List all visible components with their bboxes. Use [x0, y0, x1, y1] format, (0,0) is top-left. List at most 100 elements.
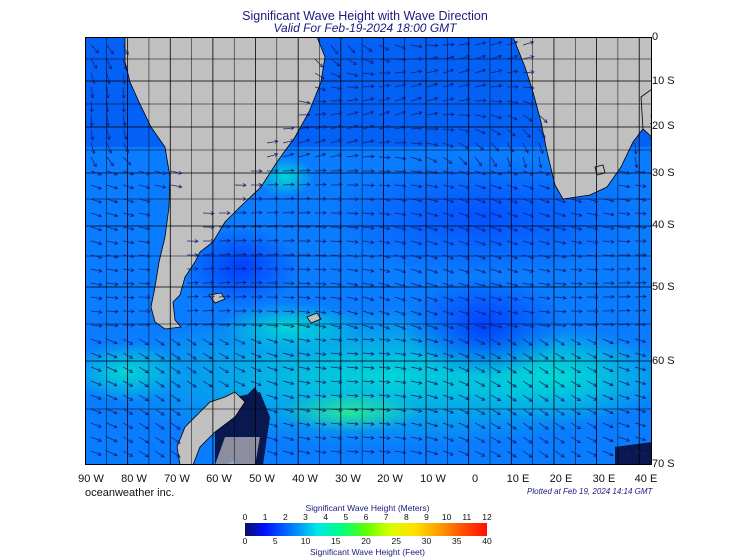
- wave-arrow: [506, 212, 519, 218]
- wave-arrow: [618, 253, 631, 258]
- wave-arrow: [346, 211, 359, 216]
- wave-arrow: [442, 226, 455, 232]
- wave-arrow: [634, 338, 647, 344]
- wave-arrow: [410, 156, 423, 162]
- wave-arrow: [522, 352, 533, 360]
- wave-arrow: [506, 240, 519, 246]
- wave-arrow: [506, 394, 517, 402]
- wave-arrow: [90, 422, 102, 428]
- wave-arrow: [618, 239, 631, 244]
- wave-arrow: [106, 170, 119, 176]
- wave-arrow: [538, 422, 549, 430]
- wave-arrow: [250, 266, 263, 271]
- wave-arrow: [330, 407, 343, 412]
- wave-arrow: [330, 379, 343, 384]
- wave-arrow: [538, 408, 549, 416]
- wave-arrow: [218, 280, 231, 285]
- wave-arrow: [378, 436, 391, 440]
- wave-arrow: [138, 226, 151, 231]
- wave-arrow: [506, 114, 518, 121]
- wave-arrow: [442, 380, 454, 386]
- wave-arrow: [298, 324, 311, 329]
- wave-arrow: [330, 168, 343, 173]
- wave-arrow: [314, 168, 327, 173]
- wave-arrow: [314, 72, 325, 80]
- wave-arrow: [458, 226, 471, 232]
- lon-label-70w: 70 W: [164, 473, 190, 485]
- wave-arrow: [170, 394, 181, 402]
- wave-arrow: [106, 44, 114, 55]
- wave-arrow: [346, 97, 359, 102]
- wave-arrow: [442, 268, 455, 274]
- meters-tick: 2: [282, 512, 288, 522]
- wave-arrow: [266, 366, 279, 372]
- wave-arrow: [362, 449, 375, 454]
- wave-arrow: [218, 308, 231, 313]
- wave-arrow: [202, 352, 213, 360]
- wave-arrow: [426, 82, 439, 88]
- wave-arrow: [346, 85, 359, 90]
- wave-arrow: [410, 450, 423, 455]
- wave-arrow: [154, 436, 165, 444]
- wave-arrow: [490, 54, 503, 60]
- wave-arrow: [458, 310, 471, 316]
- wave-arrow: [90, 380, 102, 386]
- wave-arrow: [121, 100, 126, 113]
- wave-arrow: [218, 238, 231, 243]
- wave-arrow: [234, 308, 247, 313]
- wave-arrow: [154, 380, 165, 388]
- wave-arrow: [346, 268, 359, 273]
- wave-arrow: [410, 436, 423, 441]
- wave-arrow: [426, 352, 439, 358]
- wave-arrow: [394, 83, 407, 88]
- wave-arrow: [458, 366, 470, 373]
- wave-arrow: [362, 296, 375, 302]
- wave-arrow: [394, 70, 407, 75]
- lon-label-40w: 40 W: [292, 473, 318, 485]
- wave-arrow: [618, 308, 631, 313]
- wave-arrow: [89, 100, 94, 113]
- wave-arrow: [554, 352, 565, 360]
- wave-arrow: [378, 254, 391, 259]
- wave-arrow: [218, 252, 231, 257]
- wave-arrow: [442, 338, 454, 344]
- wave-arrow: [330, 72, 342, 79]
- meters-tick: 0: [242, 512, 248, 522]
- wave-arrow: [442, 55, 455, 60]
- wave-arrow: [474, 436, 486, 443]
- wave-arrow: [442, 42, 455, 47]
- wave-arrow: [138, 309, 151, 314]
- wave-arrow: [474, 41, 487, 46]
- wave-arrow: [266, 408, 279, 414]
- wave-arrow: [474, 240, 487, 246]
- wave-arrow: [314, 436, 327, 441]
- wave-arrow: [602, 198, 615, 203]
- wave-arrow: [394, 268, 407, 274]
- wave-arrow: [314, 112, 327, 116]
- wave-arrow: [362, 324, 375, 330]
- wave-arrow: [378, 96, 391, 102]
- wave-arrow: [314, 182, 327, 187]
- wave-arrow: [218, 322, 231, 327]
- map-frame: [85, 37, 652, 465]
- wave-arrow: [282, 168, 295, 173]
- wave-arrow: [458, 380, 470, 387]
- wave-arrow: [138, 212, 151, 217]
- wave-arrow: [426, 198, 439, 203]
- wave-arrow: [250, 252, 263, 257]
- wave-arrow: [106, 128, 111, 141]
- wave-arrow: [394, 324, 407, 330]
- wave-arrow: [298, 352, 311, 357]
- wave-arrow: [426, 111, 439, 116]
- wave-arrow: [538, 254, 551, 259]
- wave-arrow: [538, 282, 551, 287]
- wave-arrow: [122, 240, 135, 245]
- wave-arrow: [522, 184, 535, 190]
- wave-arrow: [234, 183, 247, 188]
- wave-arrow: [298, 450, 311, 455]
- wave-arrow: [426, 184, 439, 189]
- wave-arrow: [618, 322, 631, 327]
- wave-arrow: [122, 338, 134, 345]
- wave-arrow: [330, 296, 343, 301]
- wave-arrow: [410, 111, 423, 116]
